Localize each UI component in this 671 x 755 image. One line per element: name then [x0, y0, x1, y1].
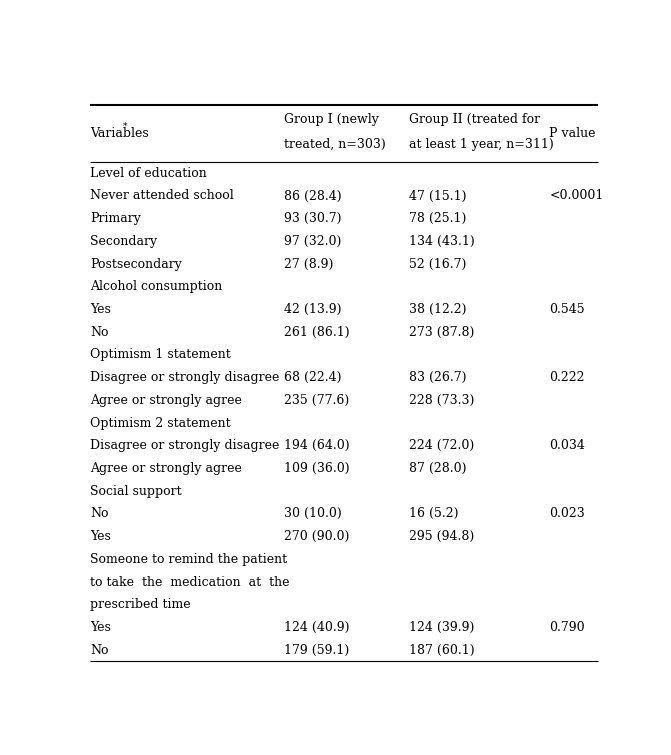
Text: 273 (87.8): 273 (87.8)	[409, 325, 474, 339]
Text: 0.034: 0.034	[550, 439, 585, 452]
Text: Yes: Yes	[90, 621, 111, 634]
Text: 27 (8.9): 27 (8.9)	[284, 257, 333, 270]
Text: 0.023: 0.023	[550, 507, 585, 520]
Text: Never attended school: Never attended school	[90, 190, 234, 202]
Text: Variables: Variables	[90, 127, 149, 140]
Text: Group II (treated for: Group II (treated for	[409, 113, 540, 126]
Text: 78 (25.1): 78 (25.1)	[409, 212, 466, 225]
Text: Optimism 2 statement: Optimism 2 statement	[90, 417, 231, 430]
Text: 261 (86.1): 261 (86.1)	[284, 325, 350, 339]
Text: 86 (28.4): 86 (28.4)	[284, 190, 342, 202]
Text: 42 (13.9): 42 (13.9)	[284, 303, 342, 316]
Text: treated, n=303): treated, n=303)	[284, 138, 386, 151]
Text: 0.222: 0.222	[550, 371, 585, 384]
Text: to take  the  medication  at  the: to take the medication at the	[90, 575, 290, 588]
Text: Disagree or strongly disagree: Disagree or strongly disagree	[90, 371, 280, 384]
Text: Agree or strongly agree: Agree or strongly agree	[90, 394, 242, 407]
Text: 16 (5.2): 16 (5.2)	[409, 507, 458, 520]
Text: Disagree or strongly disagree: Disagree or strongly disagree	[90, 439, 280, 452]
Text: 38 (12.2): 38 (12.2)	[409, 303, 466, 316]
Text: 93 (30.7): 93 (30.7)	[284, 212, 342, 225]
Text: No: No	[90, 507, 109, 520]
Text: prescribed time: prescribed time	[90, 598, 191, 612]
Text: 270 (90.0): 270 (90.0)	[284, 530, 350, 543]
Text: No: No	[90, 643, 109, 657]
Text: 109 (36.0): 109 (36.0)	[284, 462, 350, 475]
Text: Primary: Primary	[90, 212, 141, 225]
Text: 52 (16.7): 52 (16.7)	[409, 257, 466, 270]
Text: 47 (15.1): 47 (15.1)	[409, 190, 466, 202]
Text: Someone to remind the patient: Someone to remind the patient	[90, 553, 287, 565]
Text: P value: P value	[550, 127, 596, 140]
Text: 187 (60.1): 187 (60.1)	[409, 643, 474, 657]
Text: Alcohol consumption: Alcohol consumption	[90, 280, 222, 293]
Text: 179 (59.1): 179 (59.1)	[284, 643, 350, 657]
Text: No: No	[90, 325, 109, 339]
Text: <0.0001: <0.0001	[550, 190, 604, 202]
Text: Social support: Social support	[90, 485, 182, 498]
Text: Optimism 1 statement: Optimism 1 statement	[90, 348, 231, 362]
Text: 30 (10.0): 30 (10.0)	[284, 507, 342, 520]
Text: 295 (94.8): 295 (94.8)	[409, 530, 474, 543]
Text: Group I (newly: Group I (newly	[284, 113, 379, 126]
Text: 228 (73.3): 228 (73.3)	[409, 394, 474, 407]
Text: Level of education: Level of education	[90, 167, 207, 180]
Text: Yes: Yes	[90, 303, 111, 316]
Text: 0.545: 0.545	[550, 303, 585, 316]
Text: Postsecondary: Postsecondary	[90, 257, 182, 270]
Text: Agree or strongly agree: Agree or strongly agree	[90, 462, 242, 475]
Text: 97 (32.0): 97 (32.0)	[284, 235, 342, 248]
Text: 0.790: 0.790	[550, 621, 585, 634]
Text: *: *	[123, 122, 127, 131]
Text: at least 1 year, n=311): at least 1 year, n=311)	[409, 138, 554, 151]
Text: Secondary: Secondary	[90, 235, 157, 248]
Text: Yes: Yes	[90, 530, 111, 543]
Text: 68 (22.4): 68 (22.4)	[284, 371, 342, 384]
Text: 87 (28.0): 87 (28.0)	[409, 462, 466, 475]
Text: 134 (43.1): 134 (43.1)	[409, 235, 474, 248]
Text: 124 (39.9): 124 (39.9)	[409, 621, 474, 634]
Text: 235 (77.6): 235 (77.6)	[284, 394, 350, 407]
Text: 194 (64.0): 194 (64.0)	[284, 439, 350, 452]
Text: 83 (26.7): 83 (26.7)	[409, 371, 466, 384]
Text: 224 (72.0): 224 (72.0)	[409, 439, 474, 452]
Text: 124 (40.9): 124 (40.9)	[284, 621, 350, 634]
